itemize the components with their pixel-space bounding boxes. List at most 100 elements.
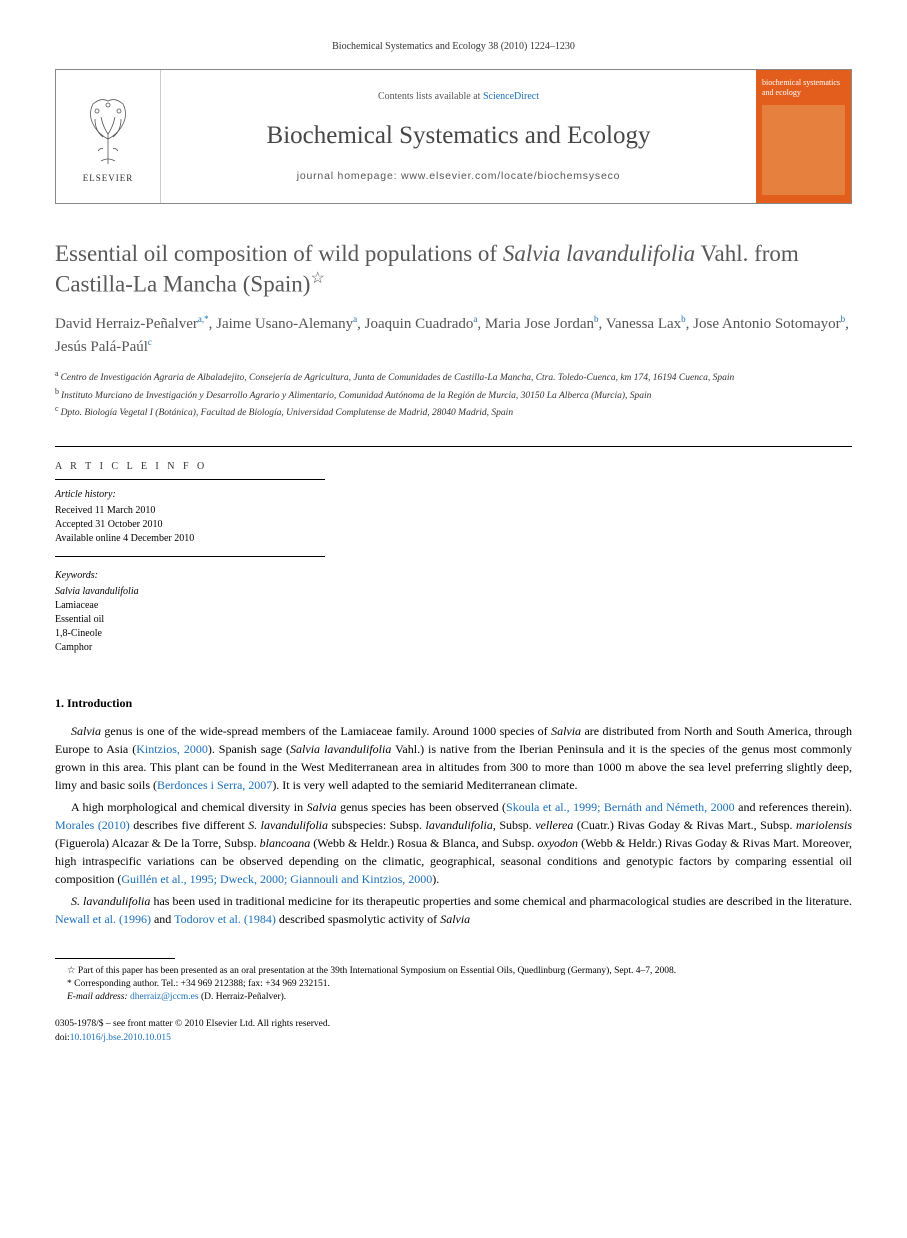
author: Vanessa Lax bbox=[606, 316, 681, 332]
keyword: Essential oil bbox=[55, 613, 325, 627]
text: ). Spanish sage ( bbox=[208, 742, 290, 756]
text: described spasmolytic activity of bbox=[276, 912, 440, 926]
author: Jaime Usano-Alemany bbox=[216, 316, 353, 332]
doi-link[interactable]: 10.1016/j.bse.2010.10.015 bbox=[70, 1033, 171, 1043]
history-line: Received 11 March 2010 bbox=[55, 504, 325, 518]
text: and references therein). bbox=[735, 800, 852, 814]
text: Salvia bbox=[307, 800, 337, 814]
author: Joaquin Cuadrado bbox=[365, 316, 474, 332]
citation-link[interactable]: Skoula et al., 1999; Bernáth and Németh,… bbox=[506, 800, 735, 814]
author-aff[interactable]: b bbox=[594, 314, 599, 324]
text: vellerea bbox=[535, 818, 573, 832]
section-heading-introduction: 1. Introduction bbox=[55, 695, 852, 712]
doi-label: doi: bbox=[55, 1033, 70, 1043]
body-paragraph: Salvia genus is one of the wide-spread m… bbox=[55, 722, 852, 794]
banner-center: Contents lists available at ScienceDirec… bbox=[161, 70, 756, 203]
text: oxyodon bbox=[537, 836, 578, 850]
article-title: Essential oil composition of wild popula… bbox=[55, 239, 852, 299]
cover-image-area bbox=[762, 105, 845, 195]
text: ). It is very well adapted to the semiar… bbox=[272, 778, 577, 792]
title-species: Salvia lavandulifolia bbox=[503, 241, 695, 266]
article-history-section: Article history: Received 11 March 2010 … bbox=[55, 488, 325, 557]
author: Jose Antonio Sotomayor bbox=[693, 316, 841, 332]
title-part1: Essential oil composition of wild popula… bbox=[55, 241, 503, 266]
history-line: Accepted 31 October 2010 bbox=[55, 518, 325, 532]
text: ). bbox=[432, 872, 439, 886]
author: Jesús Palá-Paúl bbox=[55, 339, 148, 355]
article-info-heading: A R T I C L E I N F O bbox=[55, 455, 325, 480]
text: Salvia bbox=[440, 912, 470, 926]
author-aff[interactable]: a bbox=[353, 314, 357, 324]
text: lavandulifolia bbox=[426, 818, 493, 832]
keyword: Lamiaceae bbox=[55, 599, 325, 613]
title-footnote-marker: ☆ bbox=[310, 270, 324, 287]
contents-available-line: Contents lists available at ScienceDirec… bbox=[378, 90, 539, 104]
text: (Webb & Heldr.) Rosua & Blanca, and Subs… bbox=[310, 836, 537, 850]
affiliations: aCentro de Investigación Agraria de Alba… bbox=[55, 368, 852, 420]
citation-link[interactable]: Kintzios, 2000 bbox=[136, 742, 208, 756]
text: genus is one of the wide-spread members … bbox=[101, 724, 551, 738]
text: , Subsp. bbox=[493, 818, 535, 832]
body-paragraph: S. lavandulifolia has been used in tradi… bbox=[55, 892, 852, 928]
footnotes-divider bbox=[55, 958, 175, 959]
text: blancoana bbox=[260, 836, 311, 850]
article-info-block: A R T I C L E I N F O Article history: R… bbox=[55, 455, 325, 665]
body-paragraph: A high morphological and chemical divers… bbox=[55, 798, 852, 888]
citation-link[interactable]: Todorov et al. (1984) bbox=[174, 912, 276, 926]
authors-list: David Herraiz-Peñalvera,*, Jaime Usano-A… bbox=[55, 313, 852, 358]
text: S. lavandulifolia bbox=[248, 818, 328, 832]
journal-name: Biochemical Systematics and Ecology bbox=[267, 118, 651, 153]
email-label: E-mail address: bbox=[67, 992, 130, 1002]
journal-banner: ELSEVIER Contents lists available at Sci… bbox=[55, 69, 852, 204]
journal-homepage: journal homepage: www.elsevier.com/locat… bbox=[297, 169, 621, 184]
affiliation: bInstituto Murciano de Investigación y D… bbox=[55, 386, 852, 403]
email-link[interactable]: dherraiz@jccm.es bbox=[130, 992, 199, 1002]
footnote-text: Corresponding author. Tel.: +34 969 2123… bbox=[72, 979, 330, 989]
text: genus species has been observed ( bbox=[337, 800, 506, 814]
cover-title: biochemical systematics and ecology bbox=[762, 78, 845, 97]
text: has been used in traditional medicine fo… bbox=[150, 894, 852, 908]
text: A high morphological and chemical divers… bbox=[71, 800, 307, 814]
sciencedirect-link[interactable]: ScienceDirect bbox=[483, 91, 539, 102]
elsevier-wordmark: ELSEVIER bbox=[83, 172, 134, 185]
author-aff[interactable]: b bbox=[681, 314, 686, 324]
author: David Herraiz-Peñalver bbox=[55, 316, 198, 332]
keyword: Salvia lavandulifolia bbox=[55, 585, 325, 599]
author-corr[interactable]: * bbox=[204, 314, 209, 324]
copyright-line: 0305-1978/$ – see front matter © 2010 El… bbox=[55, 1018, 852, 1031]
author-aff[interactable]: c bbox=[148, 337, 152, 347]
footnote-presentation: ☆ Part of this paper has been presented … bbox=[55, 965, 852, 978]
citation-link[interactable]: Morales (2010) bbox=[55, 818, 130, 832]
text: subspecies: Subsp. bbox=[328, 818, 425, 832]
text: and bbox=[151, 912, 174, 926]
elsevier-logo[interactable]: ELSEVIER bbox=[56, 70, 161, 203]
divider bbox=[55, 446, 852, 447]
email-suffix: (D. Herraiz-Peñalver). bbox=[199, 992, 287, 1002]
running-header: Biochemical Systematics and Ecology 38 (… bbox=[55, 40, 852, 54]
doi-line: doi:10.1016/j.bse.2010.10.015 bbox=[55, 1032, 852, 1045]
citation-link[interactable]: Guillén et al., 1995; Dweck, 2000; Giann… bbox=[121, 872, 432, 886]
author: Maria Jose Jordan bbox=[485, 316, 594, 332]
aff-key: a bbox=[55, 369, 59, 378]
aff-text: Centro de Investigación Agraria de Albal… bbox=[61, 374, 735, 384]
text: Salvia lavandulifolia bbox=[290, 742, 391, 756]
keyword: Camphor bbox=[55, 641, 325, 655]
citation-link[interactable]: Berdonces i Serra, 2007 bbox=[157, 778, 272, 792]
history-label: Article history: bbox=[55, 488, 325, 502]
citation-link[interactable]: Newall et al. (1996) bbox=[55, 912, 151, 926]
author-aff[interactable]: b bbox=[841, 314, 846, 324]
footnote-text: Part of this paper has been presented as… bbox=[76, 966, 677, 976]
history-line: Available online 4 December 2010 bbox=[55, 532, 325, 546]
contents-prefix: Contents lists available at bbox=[378, 91, 483, 102]
footnote-marker: ☆ bbox=[67, 966, 76, 976]
footnote-email: E-mail address: dherraiz@jccm.es (D. Her… bbox=[55, 991, 852, 1004]
author-aff[interactable]: a bbox=[473, 314, 477, 324]
text: (Cuatr.) Rivas Goday & Rivas Mart., Subs… bbox=[573, 818, 796, 832]
affiliation: cDpto. Biología Vegetal I (Botánica), Fa… bbox=[55, 403, 852, 420]
text: (Figuerola) Alcazar & De la Torre, Subsp… bbox=[55, 836, 260, 850]
keywords-section: Keywords: Salvia lavandulifolia Lamiacea… bbox=[55, 569, 325, 665]
text: mariolensis bbox=[796, 818, 852, 832]
journal-cover-thumbnail[interactable]: biochemical systematics and ecology bbox=[756, 70, 851, 203]
keywords-label: Keywords: bbox=[55, 569, 325, 583]
text: describes five different bbox=[130, 818, 248, 832]
